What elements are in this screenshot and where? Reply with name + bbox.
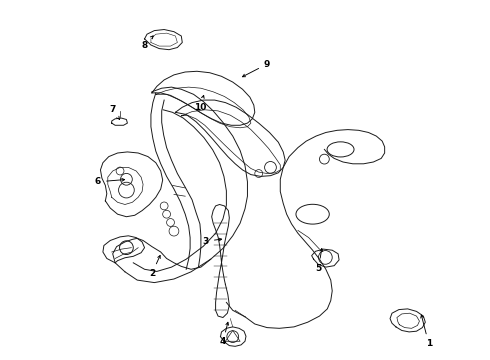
Text: 8: 8	[142, 36, 153, 50]
Text: 3: 3	[203, 237, 221, 246]
Text: 6: 6	[95, 177, 124, 186]
Text: 1: 1	[421, 315, 432, 348]
Text: 9: 9	[243, 60, 270, 77]
Text: 5: 5	[316, 248, 323, 273]
Text: 4: 4	[220, 322, 228, 346]
Text: 10: 10	[194, 95, 206, 112]
Text: 2: 2	[149, 256, 160, 278]
Text: 7: 7	[109, 105, 120, 120]
